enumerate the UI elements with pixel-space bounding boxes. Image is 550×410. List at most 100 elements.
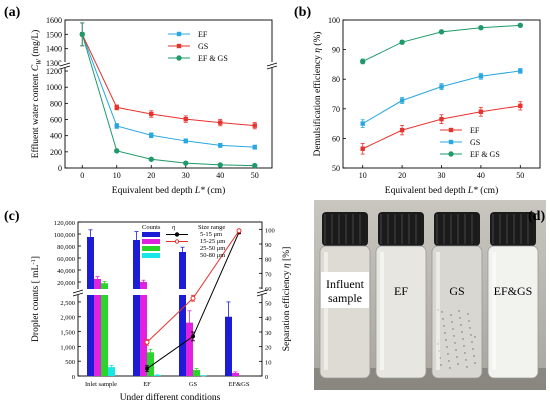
y-tick-label-c-upper: 40,000	[57, 268, 75, 275]
category-label-c: EF&GS	[229, 381, 250, 388]
y2-tick-label-c: 60	[265, 286, 272, 293]
vial-cap	[490, 212, 536, 246]
y-tick-label-a: 0	[58, 164, 62, 173]
vial-particle	[443, 325, 445, 327]
y-tick-label-c: 0	[72, 374, 75, 381]
legend-swatch-c	[142, 253, 160, 258]
bar-c-2	[147, 352, 154, 376]
y-tick-label-a: 600	[50, 116, 62, 125]
vial-label: sample	[328, 291, 362, 305]
y-tick-label-c: 500	[65, 359, 75, 366]
data-point-b-0	[399, 127, 405, 133]
panel-a-label: (a)	[4, 5, 21, 20]
data-point-b-1	[360, 121, 365, 126]
x-tick-label-a: 30	[182, 171, 190, 180]
vial-body	[431, 245, 483, 379]
legend-label-a: EF & GS	[198, 54, 228, 63]
axis-break-a-left-1	[59, 62, 71, 67]
y2-tick-label-c: 20	[265, 345, 272, 352]
data-point-b-2	[517, 22, 523, 29]
legend-swatch-c	[142, 246, 160, 251]
axis-break-band-c	[79, 289, 261, 295]
legend-marker-b	[448, 151, 454, 157]
legend-label-b: EF & GS	[470, 150, 500, 159]
vial-label: EF	[394, 284, 408, 298]
legend-range-label-c: 50-80 μm	[200, 252, 225, 259]
y-tick-label-b: 60	[332, 134, 340, 143]
vial-particle	[471, 341, 473, 343]
x-tick-label-b: 30	[438, 171, 446, 180]
legend-label-a: EF	[198, 30, 208, 39]
vial-particle	[453, 335, 455, 337]
y2-tick-label-c: 70	[265, 271, 272, 278]
legend-range-label-c: 25-50 μm	[200, 245, 225, 252]
vial-particle	[449, 367, 451, 369]
legend-label-a: GS	[198, 42, 208, 51]
y-tick-label-a: 1000	[46, 83, 62, 92]
bar-c-1	[186, 322, 193, 376]
x-tick-label-a: 20	[147, 171, 155, 180]
data-point-b-0	[518, 103, 523, 109]
vial-particle	[447, 353, 449, 355]
y-tick-label-c: 1,000	[60, 344, 75, 351]
y-tick-label-b: 50	[332, 164, 340, 173]
vial-particle	[451, 321, 453, 323]
axis-break-c-left-1	[72, 289, 84, 294]
y-tick-label-a: 200	[50, 148, 62, 157]
bar-c-1	[94, 279, 101, 376]
data-point-a-0	[218, 143, 223, 148]
bar-c-0	[87, 237, 94, 376]
y-tick-label-c-upper: 80,000	[57, 244, 75, 251]
y2-tick-label-c: 30	[265, 330, 272, 337]
bar-c-0	[179, 252, 186, 376]
data-point-a-2	[217, 162, 223, 168]
legend-marker-c	[174, 232, 180, 237]
data-point-b-1	[518, 68, 523, 74]
y-tick-label-a-upper: 1300	[46, 59, 62, 68]
vial-particle	[464, 352, 466, 354]
efficiency-point-c-0	[145, 366, 149, 371]
vial-highlight	[380, 252, 384, 370]
y-axis-label-b: Demulsification efficiency η (%)	[312, 31, 323, 156]
data-point-b-0	[478, 109, 484, 114]
data-point-a-2	[183, 160, 189, 166]
x-tick-label-b: 40	[477, 171, 485, 180]
bar-c-0	[225, 316, 232, 376]
y2-tick-label-c: 100	[265, 227, 275, 234]
vial-particle	[452, 328, 454, 330]
bar-c-2	[193, 370, 200, 376]
bar-c-3	[108, 367, 115, 376]
data-point-a-0	[114, 123, 119, 129]
x-axis-label-a: Equivalent bed depth L* (cm)	[112, 185, 225, 196]
efficiency-point-c-0	[191, 334, 195, 339]
data-point-a-1	[218, 120, 223, 125]
y-tick-label-a-upper: 1500	[46, 30, 62, 39]
vial-particle	[458, 310, 460, 312]
category-label-c: Inlet sample	[85, 381, 117, 388]
axis-break-c-right-gap	[257, 289, 267, 295]
plot-a-frame	[64, 19, 273, 169]
legend-label-b: EF	[470, 126, 480, 135]
vial-particle	[462, 338, 464, 340]
vial-particle	[473, 355, 475, 357]
data-point-a-2	[79, 31, 85, 38]
data-point-b-1	[478, 74, 484, 79]
y-tick-label-c-upper: 20,000	[57, 280, 75, 287]
axis-break-a-left-2	[59, 65, 71, 70]
axis-break-c-right-2	[256, 292, 268, 297]
x-tick-label-b: 20	[398, 171, 406, 180]
vial-particle	[466, 366, 468, 368]
vial-particle	[460, 324, 462, 326]
vial-particle	[456, 356, 458, 358]
y-tick-label-a-upper: 1600	[46, 16, 62, 25]
category-label-c: EF	[143, 381, 151, 388]
legend-marker-a	[176, 43, 182, 49]
vial-label: GS	[449, 284, 464, 298]
data-point-a-1	[149, 111, 154, 117]
y-tick-label-a: 800	[50, 99, 62, 108]
vial-particle	[468, 320, 470, 322]
vial-particle	[469, 327, 471, 329]
vial-particle	[448, 360, 450, 362]
vial-highlight	[436, 252, 440, 370]
